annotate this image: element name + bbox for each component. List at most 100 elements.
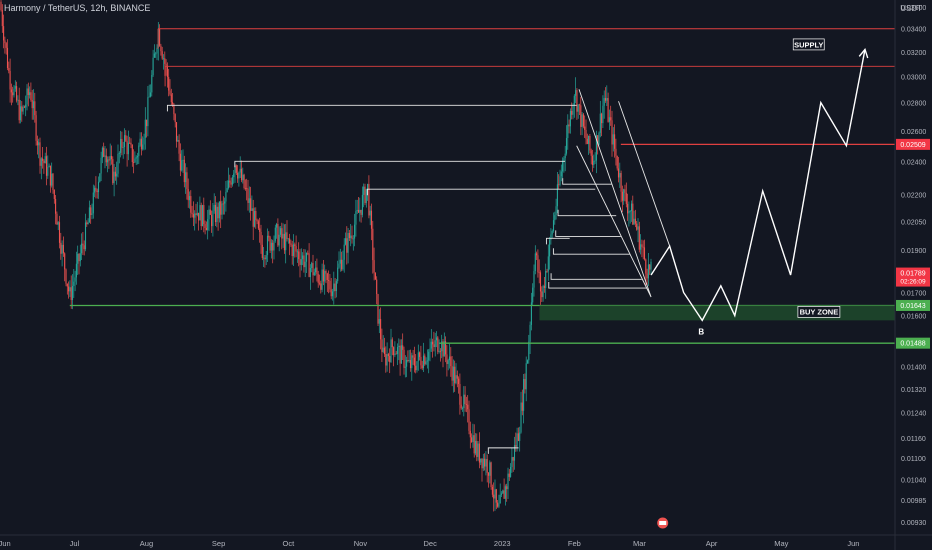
candle-body [367, 184, 369, 189]
candle-body [575, 90, 577, 96]
resistance-price-tag-bg [896, 138, 930, 150]
candle-body [446, 354, 448, 364]
candle-body [17, 99, 19, 101]
candle-body [448, 356, 451, 361]
candle-body [357, 209, 360, 213]
candle-body [164, 58, 166, 64]
trend-line [618, 101, 671, 247]
candle-body [389, 356, 391, 363]
candle-body [318, 282, 321, 284]
candle-body [103, 147, 105, 157]
candle-body [576, 90, 578, 112]
candle-body [489, 462, 491, 476]
candle-body [616, 155, 618, 169]
candle-body [467, 404, 469, 410]
candle-body [298, 251, 300, 260]
candle-body [107, 159, 109, 163]
broken-level-line [487, 447, 519, 454]
candle-body [565, 138, 568, 154]
candle-body [365, 188, 367, 204]
candle-body [84, 222, 87, 250]
candle-body [205, 227, 207, 231]
y-tick-label: 0.01700 [901, 290, 926, 297]
candle-body [207, 219, 209, 231]
candle-body [325, 270, 327, 274]
candle-body [419, 352, 421, 357]
candle-body [598, 132, 600, 145]
y-tick-label: 0.01160 [901, 436, 926, 443]
candle-body [645, 259, 647, 274]
candle-body [591, 155, 594, 165]
candle-body [545, 270, 547, 288]
candle-body [224, 201, 226, 204]
candle-body [342, 259, 344, 270]
candle-body [82, 243, 84, 246]
candle-body [225, 191, 227, 202]
candle-body [494, 489, 496, 499]
candle-body [199, 205, 201, 221]
candle-body [321, 269, 323, 290]
candle-body [603, 98, 605, 106]
candle-body [567, 124, 569, 139]
support-price-tag: 0.01643 [900, 303, 925, 310]
candlestick-series [0, 0, 652, 512]
candle-body [60, 242, 62, 254]
candle-body [146, 119, 148, 127]
candle-body [409, 360, 412, 369]
candle-body [316, 267, 318, 275]
candle-body [303, 255, 305, 268]
candle-body [636, 223, 638, 230]
candle-body [612, 134, 614, 145]
candle-body [209, 209, 211, 215]
structure-box-line [555, 230, 621, 237]
x-tick-label: 2023 [494, 539, 511, 548]
candle-body [285, 232, 287, 251]
candle-body [162, 58, 165, 60]
candle-body [445, 341, 447, 355]
candle-body [601, 113, 603, 124]
candle-body [104, 155, 106, 157]
candle-body [628, 211, 630, 214]
candle-body [263, 257, 265, 259]
candle-body [259, 228, 261, 232]
candle-body [546, 270, 548, 272]
candle-body [403, 349, 405, 368]
candle-body [160, 45, 162, 52]
candle-body [143, 137, 145, 145]
candle-body [270, 242, 272, 251]
candle-body [534, 253, 536, 272]
candle-body [190, 196, 192, 213]
candle-body [434, 340, 436, 348]
candle-body [222, 203, 224, 205]
candle-body [350, 235, 352, 239]
candle-body [373, 260, 375, 273]
candle-body [57, 222, 59, 225]
candle-body [383, 347, 386, 355]
candle-body [532, 287, 534, 303]
candle-body [641, 244, 643, 247]
candle-body [268, 235, 270, 238]
candle-body [51, 173, 53, 186]
candle-body [351, 235, 353, 239]
candle-body [123, 135, 126, 148]
candle-body [282, 233, 284, 239]
candle-body [55, 198, 57, 214]
x-tick-label: Mar [633, 539, 646, 548]
candle-body [126, 140, 128, 155]
candle-body [650, 261, 652, 270]
candle-body [136, 156, 139, 158]
candle-body [390, 339, 392, 363]
symbol-title: Harmony / TetherUS, 12h, BINANCE [4, 3, 151, 13]
candle-body [109, 155, 111, 161]
wave-b-label: B [698, 327, 704, 336]
candle-body [500, 493, 503, 495]
candle-body [377, 294, 379, 324]
candle-body [581, 114, 583, 127]
candle-body [186, 172, 188, 189]
candle-body [269, 237, 271, 251]
candle-body [594, 160, 596, 162]
candle-body [168, 77, 170, 91]
candle-body [511, 457, 513, 467]
